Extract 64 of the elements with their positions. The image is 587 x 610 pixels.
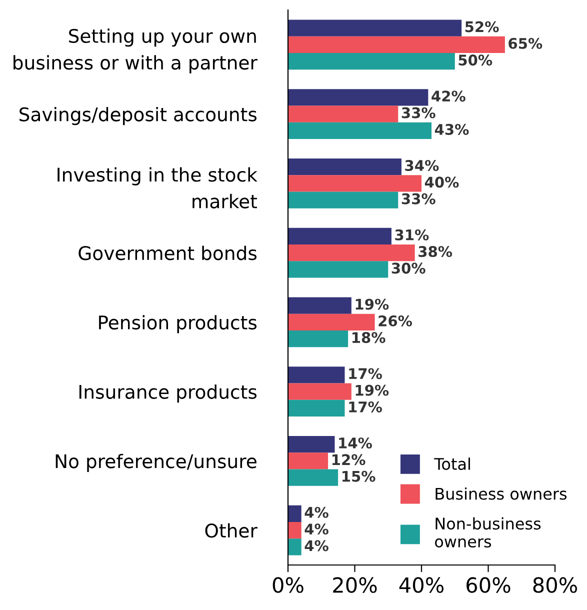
y-tick-label: Savings/deposit accounts [20,106,257,126]
data-label: 17% [349,401,382,412]
bar [288,452,328,470]
y-tick-label: Insurance products [79,384,257,403]
bar [288,538,302,556]
data-label: 50% [458,54,492,66]
bar [288,436,335,453]
bar [288,383,352,400]
data-label: 31% [395,229,429,240]
bar [288,175,422,192]
data-label: 15% [342,470,376,482]
bar [288,122,432,140]
bar [288,314,375,331]
data-label: 17% [349,368,382,380]
data-label: 14% [339,437,372,449]
data-label: 4% [304,524,328,535]
data-label: 65% [508,38,542,49]
x-tick-label: 20% [333,577,377,593]
legend-label: Total [434,458,470,470]
data-label: 4% [304,540,328,552]
data-label: 42% [432,90,466,102]
data-label: 34% [405,160,439,172]
data-label: 38% [418,246,452,258]
y-tick-label: Pension products [99,315,257,334]
y-tick-label: Setting up your own business or with a partner [14,28,258,74]
data-label: 33% [402,193,436,204]
bar [288,89,428,106]
bar [288,330,348,348]
bar [288,469,338,486]
bar [288,244,415,262]
y-tick-label: No preference/unsure [56,454,256,472]
bar [288,505,302,522]
data-label: 52% [465,21,499,32]
data-label: 33% [402,107,436,118]
data-label: 26% [378,315,412,326]
bar [288,20,462,36]
data-label: 40% [424,176,459,188]
legend-label: Business owners [436,487,567,500]
bar [288,228,392,244]
y-tick-label: Investing in the stock market [58,167,258,208]
y-tick-label: Other [205,523,258,538]
data-label: 12% [332,454,366,466]
bar [288,297,352,314]
x-tick-label: 80% [533,577,578,593]
data-label: 30% [392,262,426,274]
data-label: 43% [434,124,469,135]
bar [288,192,398,208]
bar [288,106,398,122]
x-tick-label: 60% [466,577,510,593]
data-label: 19% [356,384,389,396]
data-label: 18% [352,332,386,344]
y-tick-label: Government bonds [78,246,257,260]
data-label: 19% [356,298,389,310]
bar [288,400,345,417]
bar [288,522,302,539]
data-label: 4% [304,506,328,518]
bar [288,36,505,54]
legend-label: Non-business owners [435,517,541,548]
bar [288,53,455,70]
x-tick-label: 40% [399,577,444,593]
x-tick-label: 0% [272,577,304,593]
bar [288,261,388,278]
bar [288,158,402,176]
bar [288,366,345,384]
